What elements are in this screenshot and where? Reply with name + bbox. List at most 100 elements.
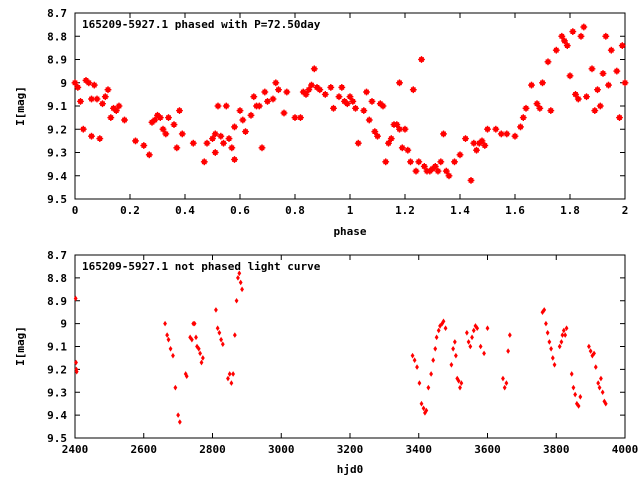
raw-data-point	[431, 357, 436, 364]
phased-data-point	[242, 128, 249, 136]
raw-data-point	[588, 348, 593, 354]
raw-data-point	[220, 341, 225, 348]
raw-data-point	[596, 380, 601, 386]
raw-data-point	[177, 419, 182, 425]
phased-data-point	[272, 79, 280, 87]
phased-y-tick-label: 8.9	[47, 54, 67, 67]
raw-data-point	[412, 357, 417, 364]
raw-y-axis-label: I[mag]	[14, 326, 27, 366]
raw-data-point	[74, 359, 78, 366]
phased-data-point	[536, 104, 544, 112]
phased-data-point	[239, 116, 247, 124]
phased-data-points	[71, 23, 629, 184]
raw-data-point	[502, 384, 507, 391]
phased-data-point	[209, 135, 216, 143]
phased-data-point	[162, 130, 170, 138]
raw-x-tick-label: 3000	[268, 443, 295, 456]
phased-data-point	[107, 114, 115, 121]
phased-data-point	[563, 42, 571, 49]
phased-data-point	[159, 125, 167, 133]
raw-data-point	[226, 375, 230, 382]
raw-data-point	[464, 329, 469, 336]
phased-data-point	[445, 172, 453, 180]
raw-data-point	[229, 380, 234, 386]
raw-data-point	[471, 327, 476, 334]
phased-plot-frame	[74, 12, 626, 200]
raw-x-ticks: 2400 2600 2800 3000 3200 3400 3600 3800 4000	[62, 255, 638, 456]
raw-data-point	[470, 334, 474, 341]
raw-data-point	[421, 405, 426, 412]
phased-data-point	[321, 91, 329, 98]
phased-data-point	[170, 121, 178, 128]
phased-data-point	[618, 42, 626, 49]
phased-y-tick-label: 9.1	[47, 100, 67, 113]
raw-data-point	[424, 407, 429, 414]
phased-data-point	[335, 93, 343, 101]
raw-data-point	[559, 339, 564, 345]
phased-x-tick-label: 1	[347, 204, 354, 217]
raw-data-point	[482, 350, 486, 357]
raw-data-point	[545, 329, 550, 336]
raw-data-point	[569, 371, 574, 377]
phased-data-point	[580, 23, 588, 31]
phased-x-tick-label: 1.4	[450, 204, 470, 217]
raw-y-tick-label: 9.3	[47, 386, 67, 399]
raw-y-tick-label: 9.1	[47, 341, 67, 354]
phased-x-tick-label: 2	[622, 204, 629, 217]
phased-data-point	[511, 132, 519, 140]
phased-chart-title: 165209-5927.1 phased with P=72.50day	[82, 18, 321, 31]
phased-data-point	[211, 149, 219, 156]
raw-y-tick-label: 8.8	[47, 272, 67, 285]
raw-data-point	[478, 343, 483, 350]
phased-x-ticks: 0 0.2 0.4 0.6 0.8 1 1.2 1.4 1.6 1.8 2	[72, 13, 629, 217]
raw-data-point	[214, 307, 218, 313]
phased-data-point	[440, 130, 447, 138]
phased-data-point	[132, 137, 139, 145]
raw-data-point	[563, 332, 568, 338]
phased-x-tick-label: 1.6	[505, 204, 525, 217]
raw-data-point	[217, 329, 222, 336]
raw-data-point	[564, 325, 569, 331]
phased-data-point	[596, 102, 604, 110]
phased-data-point	[258, 144, 266, 152]
raw-data-point	[542, 307, 547, 313]
raw-data-point	[441, 318, 446, 325]
phased-x-axis-label: phase	[333, 225, 366, 238]
raw-data-point	[426, 384, 431, 391]
phased-data-point	[222, 102, 230, 110]
raw-data-points	[73, 270, 608, 425]
phased-data-point	[96, 135, 104, 143]
phased-data-point	[418, 56, 425, 63]
phased-data-point	[145, 151, 153, 159]
phased-data-point	[591, 107, 599, 114]
phased-data-point	[365, 116, 373, 124]
raw-data-point	[184, 373, 189, 380]
phased-data-point	[156, 114, 164, 121]
phased-data-point	[574, 95, 582, 103]
phased-data-point	[211, 130, 219, 138]
raw-x-axis-label: hjd0	[337, 463, 364, 476]
raw-data-point	[473, 323, 478, 329]
raw-data-point	[410, 352, 415, 359]
phased-data-point	[343, 100, 351, 108]
raw-data-point	[452, 339, 457, 345]
phased-y-tick-label: 8.7	[47, 7, 67, 20]
raw-data-point	[166, 336, 171, 343]
phased-data-point	[352, 104, 359, 112]
raw-data-point	[456, 378, 461, 384]
phased-data-point	[261, 88, 269, 96]
raw-data-point	[417, 380, 422, 386]
raw-data-point	[219, 336, 223, 343]
phased-data-point	[484, 125, 491, 133]
phased-y-tick-label: 9.5	[47, 193, 67, 206]
phased-y-tick-label: 9.4	[47, 170, 67, 183]
phased-data-point	[467, 176, 475, 184]
phased-y-tick-label: 9.3	[47, 147, 67, 160]
raw-data-point	[231, 371, 236, 377]
phased-data-point	[371, 128, 379, 136]
raw-x-tick-label: 2600	[131, 443, 158, 456]
phased-y-ticks: 8.7 8.8 8.9 9 9.1 9.2 9.3 9.4 9.5	[47, 7, 625, 206]
phased-data-point	[552, 46, 560, 54]
phased-data-point	[566, 72, 574, 80]
